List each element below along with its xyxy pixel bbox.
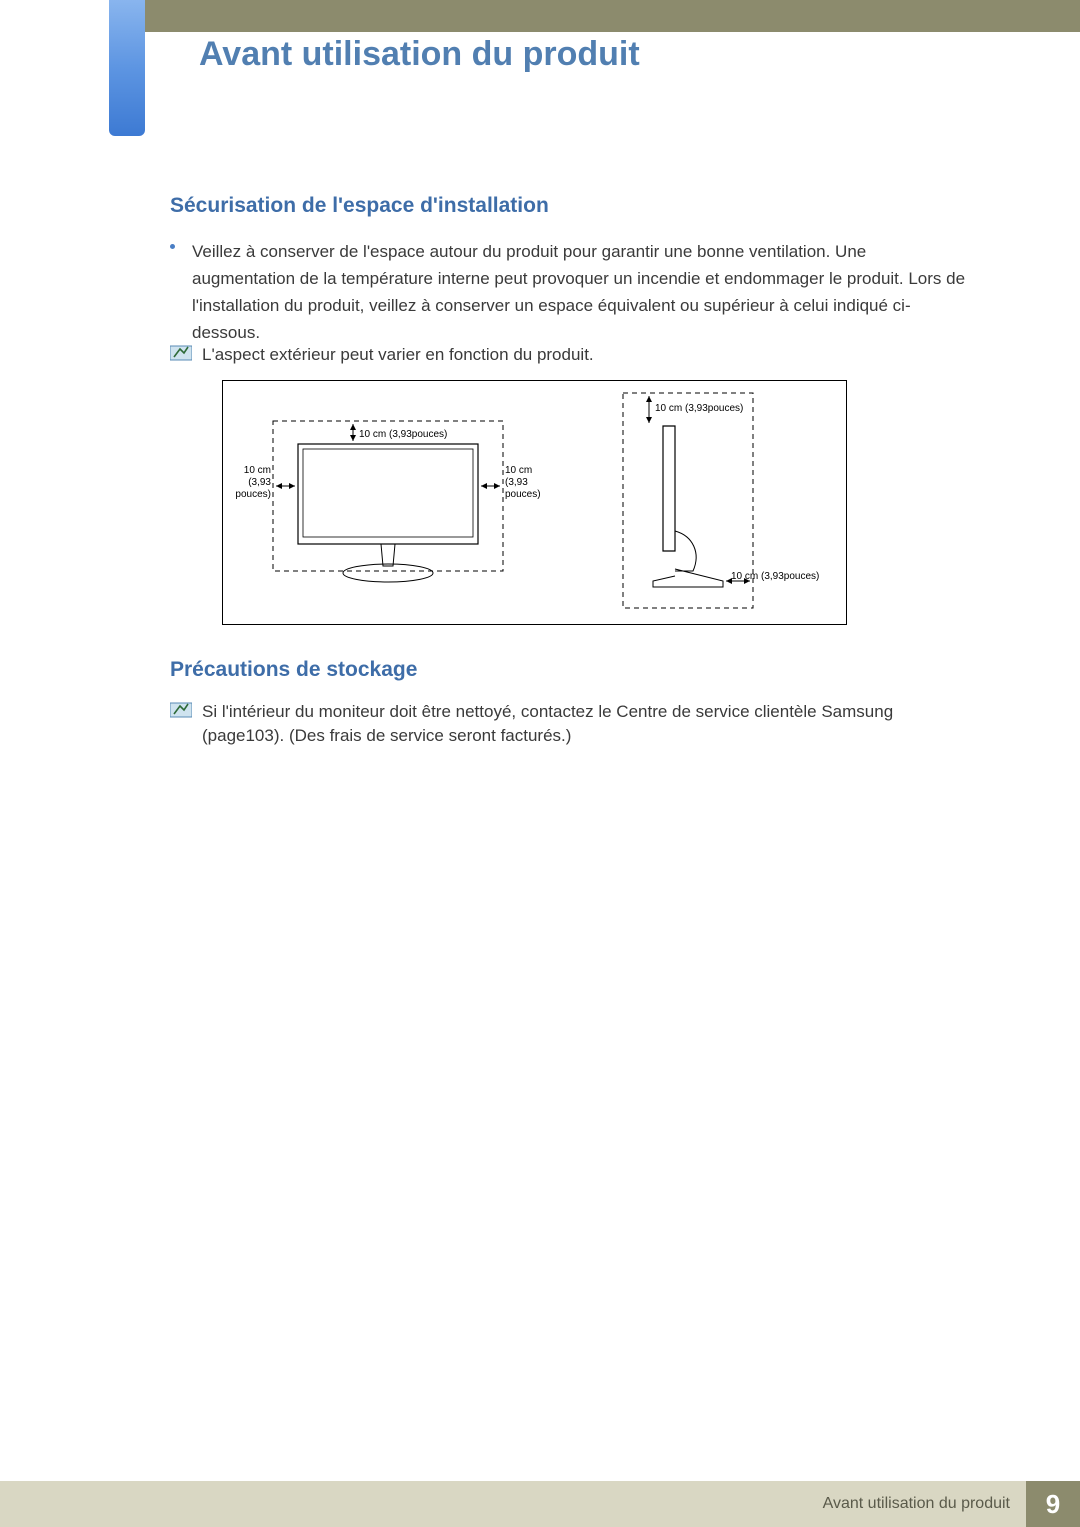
bullet-text: Veillez à conserver de l'espace autour d… xyxy=(192,238,970,346)
bullet-item: Veillez à conserver de l'espace autour d… xyxy=(170,238,970,346)
note-text: L'aspect extérieur peut varier en foncti… xyxy=(202,343,970,367)
diagram-label-back-side: 10 cm (3,93pouces) xyxy=(731,571,819,583)
diagram-label-left: 10 cm (3,93 pouces) xyxy=(229,465,271,501)
note-row: Si l'intérieur du moniteur doit être net… xyxy=(170,700,970,748)
footer-bar: Avant utilisation du produit 9 xyxy=(0,1481,1080,1527)
bullet-dot-icon xyxy=(170,244,175,249)
chapter-tab xyxy=(109,0,145,136)
footer-chapter-label: Avant utilisation du produit xyxy=(823,1481,1010,1527)
note-icon xyxy=(170,700,192,718)
chapter-title: Avant utilisation du produit xyxy=(199,35,640,74)
footer-page-number: 9 xyxy=(1026,1481,1080,1527)
installation-space-diagram: 10 cm (3,93pouces) 10 cm (3,93 pouces) 1… xyxy=(222,380,847,625)
note-text: Si l'intérieur du moniteur doit être net… xyxy=(202,700,970,748)
note-icon xyxy=(170,343,192,361)
section2-title: Précautions de stockage xyxy=(170,658,417,682)
note-row: L'aspect extérieur peut varier en foncti… xyxy=(170,343,970,367)
diagram-label-right: 10 cm (3,93 pouces) xyxy=(505,465,547,501)
diagram-label-top-side: 10 cm (3,93pouces) xyxy=(655,403,743,415)
section1-title: Sécurisation de l'espace d'installation xyxy=(170,194,549,218)
diagram-label-top-front: 10 cm (3,93pouces) xyxy=(359,429,447,441)
header-bar xyxy=(129,0,1080,32)
